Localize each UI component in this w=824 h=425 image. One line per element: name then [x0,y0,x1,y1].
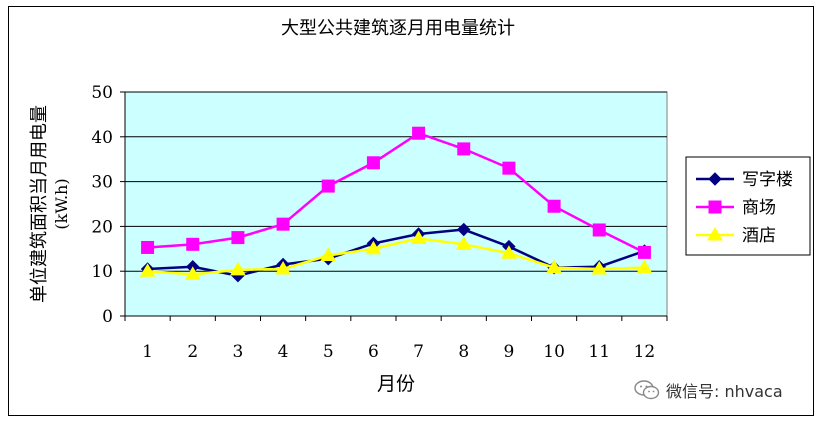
y-tick-label: 10 [91,262,113,282]
legend-label: 写字楼 [742,170,793,190]
data-point [275,260,291,275]
x-tick-label: 9 [504,342,515,362]
y-axis-label: 单位建筑面积当月用电量 [29,105,50,303]
series-layer [139,126,653,283]
y-axis-ticks: 0 10 20 30 40 50 [91,83,125,327]
x-tick-label: 1 [142,342,153,362]
legend-marker [708,200,722,214]
data-point [320,247,337,262]
data-point [547,199,561,213]
data-point [637,245,651,259]
series-2 [141,126,651,259]
x-tick-label: 5 [323,342,334,362]
data-point [230,261,246,276]
data-point [139,263,156,277]
legend-label: 酒店 [742,226,776,246]
data-point [186,237,200,251]
y-tick-label: 0 [102,307,113,327]
series-line [147,131,645,254]
data-point [591,260,608,275]
data-point [321,179,335,193]
x-tick-label: 3 [233,342,244,362]
legend-label: 商场 [742,198,776,218]
x-tick-label: 11 [588,342,610,362]
data-point [502,161,516,175]
data-point [365,240,382,255]
data-point [231,231,245,245]
watermark: 微信号: nhvaca [634,378,783,402]
series-line [147,237,645,276]
x-tick-label: 8 [458,342,469,362]
data-point [412,126,426,140]
x-axis-ticks: 1 2 3 4 5 6 7 8 9 10 11 12 [124,316,668,362]
series-3 [139,230,653,280]
y-axis-unit: (kW.h) [52,178,71,229]
data-point [366,156,380,170]
x-tick-label: 12 [634,342,656,362]
data-point [455,236,472,250]
data-point [141,240,155,254]
x-tick-label: 2 [187,342,198,362]
data-point [546,259,562,274]
data-point [501,245,517,259]
y-axis-title: 单位建筑面积当月用电量 (kW.h) [29,105,71,303]
legend-item: 商场 [696,198,776,218]
x-tick-label: 10 [543,342,565,362]
x-tick-label: 4 [278,342,289,362]
data-point [457,142,471,156]
data-point [592,223,606,237]
data-point [457,222,471,237]
data-point [276,217,290,231]
x-axis-label: 月份 [377,373,415,395]
y-tick-label: 40 [91,128,113,148]
chart-title: 大型公共建筑逐月用电量统计 [281,18,515,39]
plot-area [124,91,668,317]
y-tick-label: 30 [91,173,113,193]
y-tick-label: 50 [91,83,113,103]
data-point [410,230,427,244]
x-tick-label: 6 [368,342,379,362]
watermark-text: 微信号: nhvaca [666,382,783,401]
data-point [184,266,201,280]
legend-marker [707,227,723,241]
legend-item: 写字楼 [696,170,793,190]
wechat-icon [634,380,660,400]
legend-item: 酒店 [696,226,776,246]
data-point [636,259,653,274]
y-tick-label: 20 [91,217,113,237]
legend-marker [708,172,722,186]
x-tick-label: 7 [413,342,424,362]
